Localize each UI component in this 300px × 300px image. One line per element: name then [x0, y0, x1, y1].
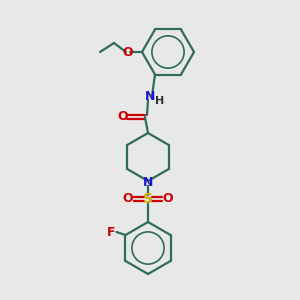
Text: H: H	[155, 96, 165, 106]
Text: O: O	[123, 46, 133, 59]
Text: N: N	[145, 91, 155, 103]
Text: N: N	[143, 176, 153, 188]
Text: O: O	[163, 193, 173, 206]
Text: O: O	[123, 193, 133, 206]
Text: F: F	[107, 226, 116, 238]
Text: S: S	[143, 192, 153, 206]
Text: O: O	[118, 110, 128, 124]
